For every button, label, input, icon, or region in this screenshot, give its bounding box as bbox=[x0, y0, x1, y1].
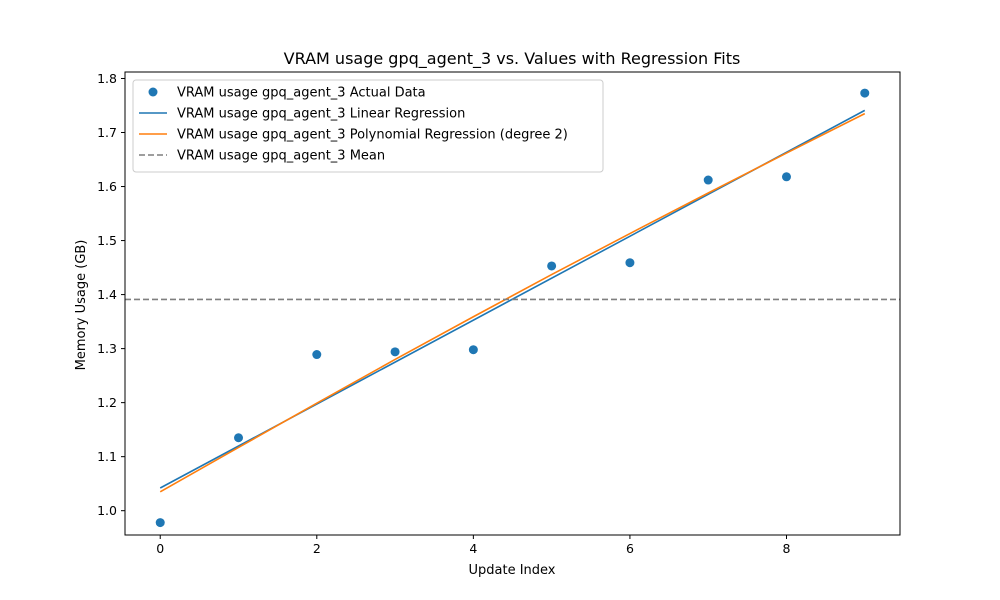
x-tick-label: 6 bbox=[626, 541, 634, 556]
legend: VRAM usage gpq_agent_3 Actual Data VRAM u… bbox=[132, 79, 604, 173]
x-tick-label: 0 bbox=[156, 541, 164, 556]
data-point bbox=[860, 88, 870, 98]
legend-marker bbox=[148, 87, 158, 97]
axes: 0 2 4 6 8 1.0 1.1 1.2 1.3 1.4 1.5 1.6 1.7 1.8 bbox=[97, 71, 901, 556]
y-tick-label: 1.4 bbox=[97, 287, 117, 302]
data-point bbox=[625, 258, 635, 268]
data-point bbox=[703, 175, 713, 185]
y-tick-label: 1.3 bbox=[97, 341, 117, 356]
y-tick-label: 1.8 bbox=[97, 71, 117, 86]
plot-frame bbox=[124, 71, 901, 536]
x-tick-label: 2 bbox=[313, 541, 321, 556]
x-tick-label: 8 bbox=[783, 541, 791, 556]
y-tick-label: 1.2 bbox=[97, 395, 117, 410]
legend-entry: VRAM usage gpq_agent_3 Actual Data bbox=[148, 86, 426, 101]
data-point bbox=[390, 347, 400, 357]
y-tick-label: 1.6 bbox=[97, 179, 117, 194]
data-point bbox=[155, 518, 165, 528]
legend-entry: VRAM usage gpq_agent_3 Linear Regression bbox=[139, 107, 465, 122]
data-point bbox=[312, 350, 322, 360]
polynomial-regression-line bbox=[159, 112, 866, 493]
legend-label: VRAM usage gpq_agent_3 Mean bbox=[177, 149, 385, 164]
y-tick-label: 1.5 bbox=[97, 233, 117, 248]
data-point bbox=[547, 261, 557, 271]
legend-label: VRAM usage gpq_agent_3 Actual Data bbox=[177, 86, 426, 101]
legend-label: VRAM usage gpq_agent_3 Linear Regression bbox=[177, 107, 465, 122]
data-point bbox=[234, 433, 244, 443]
data-point bbox=[781, 172, 791, 182]
legend-entry: VRAM usage gpq_agent_3 Mean bbox=[139, 149, 385, 164]
y-axis-label: Memory Usage (GB) bbox=[74, 240, 89, 371]
data-point bbox=[468, 345, 478, 355]
y-tick-label: 1.1 bbox=[97, 449, 117, 464]
y-tick-label: 1.0 bbox=[97, 503, 117, 518]
y-tick-label: 1.7 bbox=[97, 125, 117, 140]
chart-title: VRAM usage gpq_agent_3 vs. Values with R… bbox=[284, 49, 741, 69]
x-axis-label: Update Index bbox=[468, 563, 555, 578]
legend-entry: VRAM usage gpq_agent_3 Polynomial Regres… bbox=[139, 128, 568, 143]
plot-area bbox=[125, 88, 900, 528]
x-tick-label: 4 bbox=[469, 541, 477, 556]
legend-box bbox=[132, 79, 604, 173]
legend-label: VRAM usage gpq_agent_3 Polynomial Regres… bbox=[177, 128, 568, 143]
